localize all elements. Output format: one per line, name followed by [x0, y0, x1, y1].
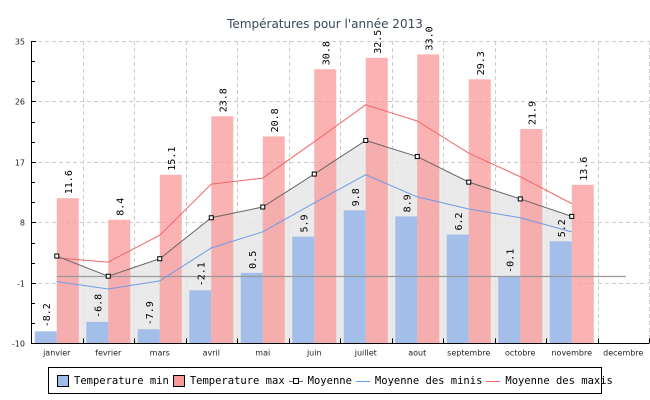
bar-temperature-min: [446, 234, 469, 344]
legend-marker-moyenne: [288, 377, 303, 385]
legend-item-moyenne-des-minis: Moyenne des minis: [355, 374, 483, 387]
data-label-temperature-max: 8.4: [115, 198, 126, 216]
y-tick-label: -10: [12, 340, 25, 349]
x-tick-label: juillet: [354, 348, 377, 357]
data-label-temperature-max: 29.3: [476, 51, 487, 75]
legend-label: Moyenne des minis: [374, 374, 483, 387]
data-label-temperature-min: 5.2: [557, 219, 568, 237]
legend-item-moyenne: Moyenne: [288, 374, 352, 387]
marker-moyenne: [517, 196, 523, 202]
bar-temperature-min: [395, 216, 418, 344]
x-tick-label: mai: [255, 348, 270, 357]
legend-swatch-temperature-max: [172, 374, 185, 387]
legend-label: Moyenne des maxis: [505, 374, 613, 387]
legend-item-temperature-min: Temperature min: [57, 374, 169, 387]
x-tick-label: decembre: [603, 348, 643, 357]
data-label-temperature-min: -6.8: [93, 294, 104, 318]
y-tick-label: 35: [15, 38, 25, 47]
bar-temperature-max: [571, 184, 594, 344]
line-moyenne-des-maxis: [56, 104, 572, 263]
marker-moyenne: [54, 253, 60, 259]
bar-temperature-max: [108, 219, 131, 344]
data-label-temperature-max: 23.8: [218, 88, 229, 112]
data-label-temperature-max: 11.6: [64, 170, 75, 194]
bar-temperature-max: [159, 174, 182, 344]
bar-temperature-min: [189, 290, 212, 344]
data-label-temperature-min: 8.9: [402, 194, 413, 212]
marker-moyenne: [157, 256, 163, 262]
data-label-temperature-min: -0.1: [505, 249, 516, 273]
bar-temperature-min: [240, 272, 263, 344]
x-tick-label: janvier: [42, 348, 71, 357]
legend-line-moyenne-des-minis: [355, 377, 370, 385]
y-tick-label: 8: [20, 219, 25, 228]
data-label-temperature-max: 21.9: [527, 101, 538, 125]
line-moyenne-des-minis: [56, 174, 572, 290]
bar-temperature-max: [56, 198, 79, 344]
data-label-temperature-max: 32.5: [373, 30, 384, 54]
lines: [54, 104, 626, 290]
bar-temperature-min: [498, 276, 521, 344]
data-label-temperature-min: -7.9: [145, 301, 156, 325]
x-tick-label: mars: [150, 348, 170, 357]
x-tick-label: novembre: [551, 348, 592, 357]
data-label-temperature-min: -8.2: [42, 303, 53, 327]
y-tick-label: -1: [17, 280, 25, 289]
data-labels: -8.2 11.6 -6.8 8.4 -7.9 15.1 -2.1 23.8 0.5 20.8 5.…: [42, 26, 590, 327]
x-tick-label: avril: [203, 348, 220, 357]
bar-temperature-max: [417, 54, 440, 344]
data-label-temperature-min: 6.2: [454, 212, 465, 230]
bar-temperature-max: [365, 57, 388, 344]
x-tick-label: aout: [408, 348, 426, 357]
marker-moyenne: [569, 213, 575, 219]
data-label-temperature-max: 15.1: [167, 147, 178, 171]
legend-line-moyenne-des-maxis: [486, 377, 501, 385]
chart-title: Températures pour l'année 2013: [226, 17, 423, 31]
legend-swatch-temperature-min: [57, 374, 69, 387]
data-label-temperature-max: 13.6: [579, 157, 590, 181]
bars: [34, 54, 594, 344]
marker-moyenne: [260, 204, 266, 210]
legend-item-moyenne-des-maxis: Moyenne des maxis: [486, 374, 613, 387]
data-label-temperature-max: 20.8: [270, 108, 281, 132]
legend: Temperature min Temperature max Moyenne …: [48, 367, 613, 394]
axes: 35 26 17 8 -1 -10 janvier fevrier mars avril mai ju…: [12, 38, 650, 357]
x-tick-label: septembre: [447, 348, 490, 357]
bar-temperature-max: [314, 69, 337, 344]
bar-temperature-max: [211, 116, 234, 344]
data-label-temperature-max: 30.8: [321, 41, 332, 65]
data-label-temperature-min: 9.8: [351, 188, 362, 206]
legend-label: Moyenne: [307, 374, 352, 387]
data-label-temperature-min: 5.9: [299, 214, 310, 232]
legend-label: Temperature min: [74, 374, 169, 387]
chart: Températures pour l'année 2013 35 26 17 8 -1…: [12, 17, 650, 357]
data-label-temperature-max: 33.0: [424, 26, 435, 50]
bar-temperature-min: [549, 241, 572, 344]
legend-item-temperature-max: Temperature max: [172, 374, 285, 387]
y-tick-label: 26: [15, 98, 25, 107]
legend-label: Temperature max: [189, 374, 285, 387]
bar-temperature-min: [292, 236, 315, 344]
marker-moyenne: [208, 215, 214, 221]
x-tick-label: fevrier: [95, 348, 122, 357]
marker-moyenne: [466, 179, 472, 185]
marker-moyenne: [105, 273, 111, 279]
marker-moyenne: [311, 171, 317, 177]
marker-moyenne: [414, 154, 420, 160]
x-tick-label: octobre: [505, 348, 536, 357]
bar-temperature-min: [34, 331, 57, 344]
marker-moyenne: [363, 137, 369, 143]
bar-temperature-max: [262, 136, 285, 344]
x-tick-label: juin: [306, 348, 322, 357]
bar-temperature-min: [137, 329, 160, 344]
y-tick-label: 17: [15, 159, 25, 168]
data-label-temperature-min: 0.5: [248, 251, 259, 269]
bar-temperature-max: [520, 129, 543, 344]
data-label-temperature-min: -2.1: [196, 262, 207, 286]
bar-temperature-min: [86, 321, 109, 344]
